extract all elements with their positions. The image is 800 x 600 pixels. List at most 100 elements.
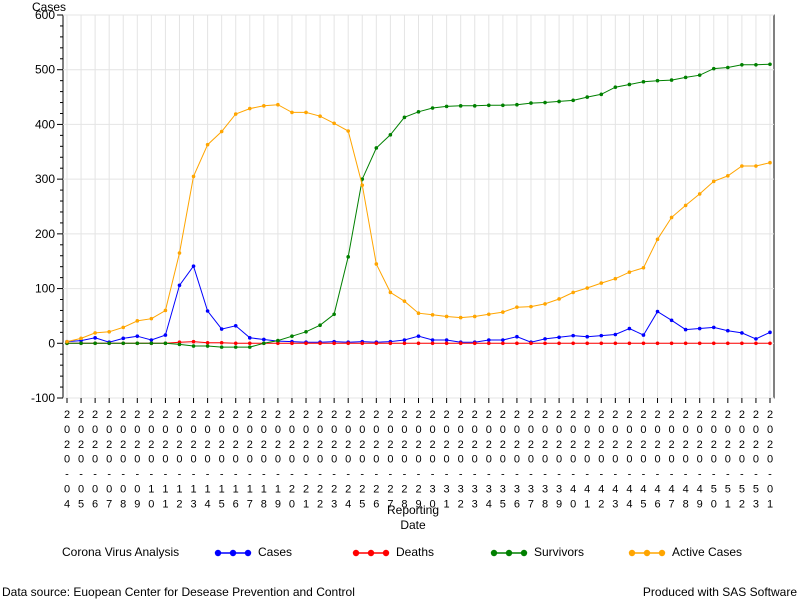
data-point-cases [93, 336, 97, 340]
data-point-survivors [585, 95, 590, 99]
data-point-survivors [458, 104, 463, 108]
data-point-deaths [726, 341, 730, 346]
legend-title: Corona Virus Analysis [62, 545, 180, 559]
data-point-cases [740, 331, 744, 335]
produced-with-footnote: Produced with SAS Software [642, 585, 797, 599]
x-tick-label: 2 0 2 0 -0 6 [92, 409, 98, 510]
data-point-deaths [627, 341, 632, 346]
x-tick-label: 2 0 2 0 -2 9 [415, 409, 421, 510]
x-tick-label: 2 0 2 0 -2 2 [317, 409, 323, 510]
data-point-survivors [543, 100, 547, 105]
data-point-active-cases [697, 192, 702, 196]
data-point-active-cases [472, 314, 477, 319]
x-tick-label: 2 0 2 0 -0 1 [767, 409, 773, 510]
data-point-active-cases [65, 339, 69, 344]
data-point-cases [697, 326, 702, 331]
data-point-deaths [585, 341, 590, 346]
x-tick-label: 2 0 2 0 -1 8 [261, 409, 267, 510]
x-tick-label: 2 0 2 0 -2 4 [345, 409, 351, 510]
data-point-active-cases [669, 215, 674, 220]
data-point-deaths [543, 341, 547, 346]
y-tick-label: 300 [35, 172, 55, 186]
data-point-active-cases [107, 329, 111, 334]
data-source-footnote: Data source: Euopean Center for Desease … [2, 585, 355, 599]
data-point-deaths [613, 341, 618, 346]
data-point-deaths [754, 341, 758, 346]
data-point-active-cases [458, 315, 463, 320]
legend-swatch-survivors-icon [490, 549, 528, 557]
data-point-cases [402, 338, 407, 342]
data-point-active-cases [360, 183, 365, 187]
x-tick-label: 2 0 2 0 -1 4 [205, 409, 211, 510]
data-point-active-cases [754, 164, 758, 168]
data-point-cases [219, 327, 224, 331]
data-point-active-cases [557, 297, 561, 301]
data-point-deaths [360, 341, 365, 346]
data-point-active-cases [768, 160, 772, 165]
data-point-deaths [529, 341, 533, 346]
data-point-active-cases [290, 110, 294, 115]
data-point-survivors [754, 62, 758, 67]
data-point-cases [711, 325, 716, 330]
data-point-active-cases [262, 104, 266, 108]
data-point-active-cases [177, 251, 182, 255]
y-tick-label: -100 [31, 391, 55, 405]
data-point-active-cases [219, 129, 224, 134]
x-tick-label: 2 0 2 0 -2 1 [303, 409, 309, 510]
x-tick-label: 2 0 2 0 -0 9 [134, 409, 140, 510]
x-tick-label: 2 0 2 0 -5 0 [711, 409, 717, 510]
data-point-survivors [472, 104, 477, 108]
data-point-deaths [388, 341, 393, 346]
data-point-active-cases [599, 281, 604, 285]
data-point-cases [768, 330, 772, 335]
data-point-deaths [501, 341, 505, 346]
data-point-deaths [219, 340, 224, 345]
data-point-deaths [683, 341, 688, 346]
x-tick-label: 2 0 2 0 -4 0 [570, 409, 576, 510]
data-point-survivors [205, 344, 210, 348]
x-tick-label: 2 0 2 0 -4 6 [654, 409, 660, 510]
x-tick-label: 2 0 2 0 -3 6 [514, 409, 520, 510]
x-tick-label: 2 0 2 0 -4 1 [584, 409, 590, 510]
x-tick-label: 2 0 2 0 -3 1 [444, 409, 450, 510]
y-tick-label: 400 [35, 117, 55, 131]
data-point-cases [444, 338, 449, 342]
data-point-cases [262, 337, 266, 342]
data-point-cases [233, 323, 238, 328]
data-point-cases [543, 337, 547, 341]
x-tick-label: 2 0 2 0 -1 7 [247, 409, 253, 510]
x-tick-label: 2 0 2 0 -0 5 [78, 409, 84, 510]
data-point-deaths [515, 341, 519, 346]
x-tick-label: 2 0 2 0 -3 2 [458, 409, 464, 510]
data-point-deaths [444, 341, 449, 346]
data-point-survivors [374, 146, 379, 150]
x-tick-label: 2 0 2 0 -4 5 [640, 409, 646, 510]
x-tick-label: 2 0 2 0 -2 8 [401, 409, 407, 510]
data-point-active-cases [163, 308, 168, 313]
data-point-survivors [304, 329, 308, 334]
x-tick-label: 2 0 2 0 -4 9 [697, 409, 703, 510]
legend-label-survivors: Survivors [534, 545, 585, 559]
data-point-cases [515, 334, 519, 339]
legend-label-cases: Cases [258, 545, 293, 559]
data-point-survivors [430, 106, 435, 110]
x-tick-label: 2 0 2 0 -2 7 [387, 409, 393, 510]
data-point-survivors [613, 85, 618, 90]
data-point-survivors [402, 115, 407, 120]
data-point-active-cases [149, 316, 154, 321]
data-point-active-cases [711, 179, 716, 184]
data-point-cases [191, 264, 196, 268]
data-point-active-cases [641, 265, 646, 270]
data-point-cases [627, 326, 632, 331]
x-tick-label: 2 0 2 0 -3 3 [472, 409, 478, 510]
data-point-deaths [205, 340, 210, 345]
data-point-deaths [276, 341, 280, 346]
data-point-deaths [472, 341, 477, 346]
data-point-deaths [290, 341, 294, 346]
data-point-survivors [135, 341, 140, 346]
x-tick-label: 2 0 2 0 -2 6 [373, 409, 379, 510]
x-tick-label: 2 0 2 0 -1 0 [148, 409, 154, 510]
data-point-active-cases [318, 114, 322, 119]
data-point-cases [585, 334, 590, 339]
data-point-survivors [529, 101, 533, 105]
